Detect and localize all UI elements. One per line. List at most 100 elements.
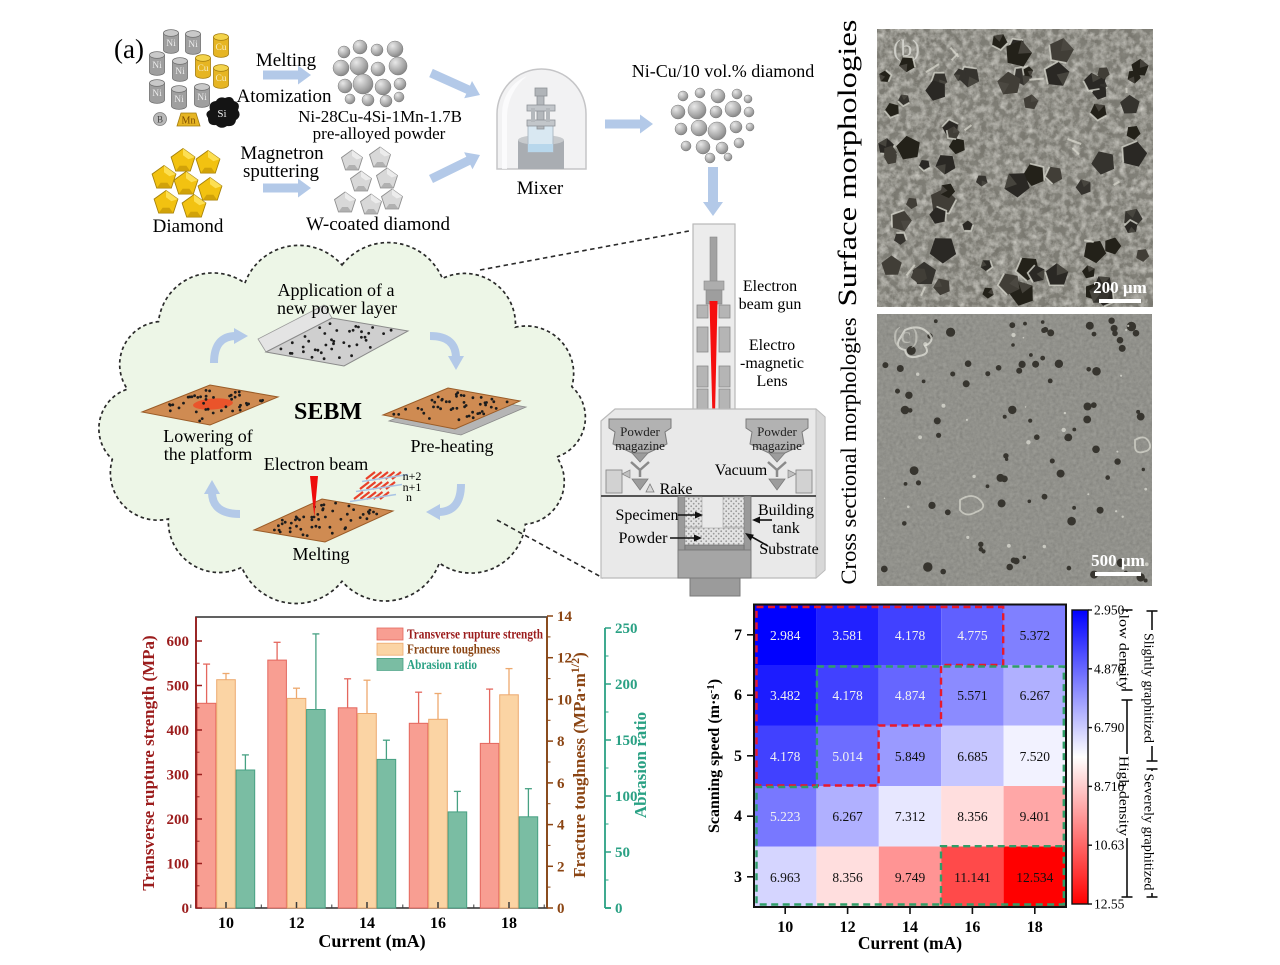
svg-text:Powder: Powder	[619, 530, 669, 547]
svg-text:Slightly graphitized: Slightly graphitized	[1142, 633, 1157, 743]
svg-text:Severely graphitized: Severely graphitized	[1142, 774, 1157, 891]
svg-text:Electro: Electro	[749, 337, 795, 354]
svg-text:W-coated diamond: W-coated diamond	[306, 214, 451, 235]
svg-text:6.790: 6.790	[1094, 720, 1125, 735]
svg-text:5.571: 5.571	[957, 688, 987, 703]
svg-text:Ni: Ni	[175, 67, 185, 77]
svg-text:200: 200	[615, 677, 638, 693]
svg-text:Fracture toughness: Fracture toughness	[407, 643, 500, 658]
svg-text:3: 3	[734, 869, 742, 886]
svg-text:4: 4	[734, 808, 742, 825]
svg-text:-magnetic: -magnetic	[740, 355, 804, 372]
svg-text:6.267: 6.267	[1020, 688, 1051, 703]
svg-text:tank: tank	[772, 520, 800, 537]
svg-text:Lowering of: Lowering of	[163, 426, 252, 446]
svg-text:new power layer: new power layer	[277, 298, 397, 318]
svg-text:Substrate: Substrate	[759, 541, 819, 558]
svg-text:High density: High density	[1117, 756, 1132, 836]
svg-text:B: B	[157, 115, 163, 125]
svg-text:5.223: 5.223	[770, 809, 801, 824]
svg-text:Ni: Ni	[174, 95, 184, 105]
svg-text:9.749: 9.749	[895, 870, 926, 885]
svg-text:Vacuum: Vacuum	[715, 462, 768, 479]
svg-text:Pre-heating: Pre-heating	[411, 436, 494, 456]
svg-text:Mixer: Mixer	[517, 178, 564, 199]
svg-text:Diamond: Diamond	[153, 216, 224, 237]
svg-text:6.963: 6.963	[770, 870, 801, 885]
svg-text:14: 14	[359, 915, 375, 932]
svg-text:4.178: 4.178	[895, 628, 926, 643]
svg-text:Ni-Cu/10 vol.% diamond: Ni-Cu/10 vol.% diamond	[632, 61, 815, 81]
svg-text:4.874: 4.874	[895, 688, 926, 703]
svg-text:5: 5	[734, 748, 742, 765]
svg-text:Si: Si	[217, 108, 226, 120]
svg-text:4.775: 4.775	[957, 628, 988, 643]
svg-text:Current (mA): Current (mA)	[318, 931, 425, 952]
svg-text:n: n	[406, 490, 412, 504]
svg-text:Melting: Melting	[256, 50, 317, 71]
svg-text:300: 300	[167, 768, 190, 784]
svg-text:Ni: Ni	[166, 39, 176, 49]
svg-text:10.63: 10.63	[1094, 838, 1125, 853]
svg-text:2.984: 2.984	[770, 628, 801, 643]
svg-text:10: 10	[777, 919, 793, 936]
svg-text:Cu: Cu	[215, 43, 226, 53]
svg-text:Specimen: Specimen	[615, 507, 678, 524]
svg-text:3.482: 3.482	[770, 688, 800, 703]
svg-text:16: 16	[430, 915, 446, 932]
svg-text:(c): (c)	[893, 323, 919, 348]
svg-text:50: 50	[615, 845, 630, 861]
svg-text:10: 10	[218, 915, 234, 932]
svg-text:Electron beam: Electron beam	[264, 454, 368, 474]
svg-text:(b): (b)	[893, 36, 920, 61]
svg-text:12: 12	[840, 919, 856, 936]
svg-text:Scanning speed (m·s-1): Scanning speed (m·s-1)	[705, 679, 723, 833]
svg-text:9.401: 9.401	[1020, 809, 1050, 824]
svg-text:Atomization: Atomization	[237, 86, 332, 107]
svg-text:400: 400	[167, 723, 190, 739]
svg-text:Fracture toughness (MPa·m1/2): Fracture toughness (MPa·m1/2)	[568, 652, 589, 878]
svg-text:18: 18	[1027, 919, 1043, 936]
svg-text:Building: Building	[758, 502, 814, 519]
svg-text:Ni: Ni	[152, 61, 162, 71]
svg-text:7.312: 7.312	[895, 809, 925, 824]
svg-text:magazine: magazine	[752, 438, 802, 453]
svg-text:Electron: Electron	[743, 278, 797, 295]
svg-text:Surface morphologies: Surface morphologies	[833, 20, 862, 307]
svg-text:250: 250	[615, 621, 638, 637]
svg-text:12: 12	[289, 915, 305, 932]
svg-text:4: 4	[557, 818, 565, 834]
svg-text:pre-alloyed powder: pre-alloyed powder	[313, 124, 446, 143]
svg-text:5.372: 5.372	[1020, 628, 1050, 643]
svg-text:Ni: Ni	[188, 40, 198, 50]
svg-text:magazine: magazine	[615, 438, 665, 453]
svg-text:600: 600	[167, 634, 190, 650]
svg-text:14: 14	[557, 609, 573, 625]
svg-text:7.520: 7.520	[1020, 749, 1051, 764]
svg-text:(a): (a)	[114, 34, 144, 64]
svg-text:4.178: 4.178	[832, 688, 863, 703]
svg-text:4.178: 4.178	[770, 749, 801, 764]
svg-text:Transverse rupture strength (M: Transverse rupture strength (MPa)	[139, 635, 158, 890]
svg-text:Cross sectional morphologies: Cross sectional morphologies	[836, 318, 861, 585]
svg-text:low density: low density	[1117, 615, 1132, 690]
svg-text:beam gun: beam gun	[739, 296, 802, 313]
svg-text:500 µm: 500 µm	[1091, 551, 1145, 570]
svg-text:Cu: Cu	[215, 74, 226, 84]
svg-text:8.356: 8.356	[957, 809, 988, 824]
svg-text:100: 100	[167, 857, 190, 873]
svg-text:2: 2	[557, 859, 565, 875]
svg-text:Current (mA): Current (mA)	[858, 933, 962, 953]
svg-text:8: 8	[557, 734, 565, 750]
svg-text:5.849: 5.849	[895, 749, 926, 764]
svg-text:Transverse rupture strength: Transverse rupture strength	[407, 628, 543, 643]
svg-text:Abrasion ratio: Abrasion ratio	[631, 712, 650, 818]
svg-text:5.014: 5.014	[832, 749, 863, 764]
svg-text:the platform: the platform	[164, 444, 252, 464]
svg-text:Ni: Ni	[152, 89, 162, 99]
svg-text:6: 6	[734, 687, 742, 704]
svg-text:sputtering: sputtering	[243, 161, 319, 182]
svg-text:Cu: Cu	[197, 64, 208, 74]
svg-text:12.55: 12.55	[1094, 897, 1125, 912]
svg-text:500: 500	[167, 679, 190, 695]
